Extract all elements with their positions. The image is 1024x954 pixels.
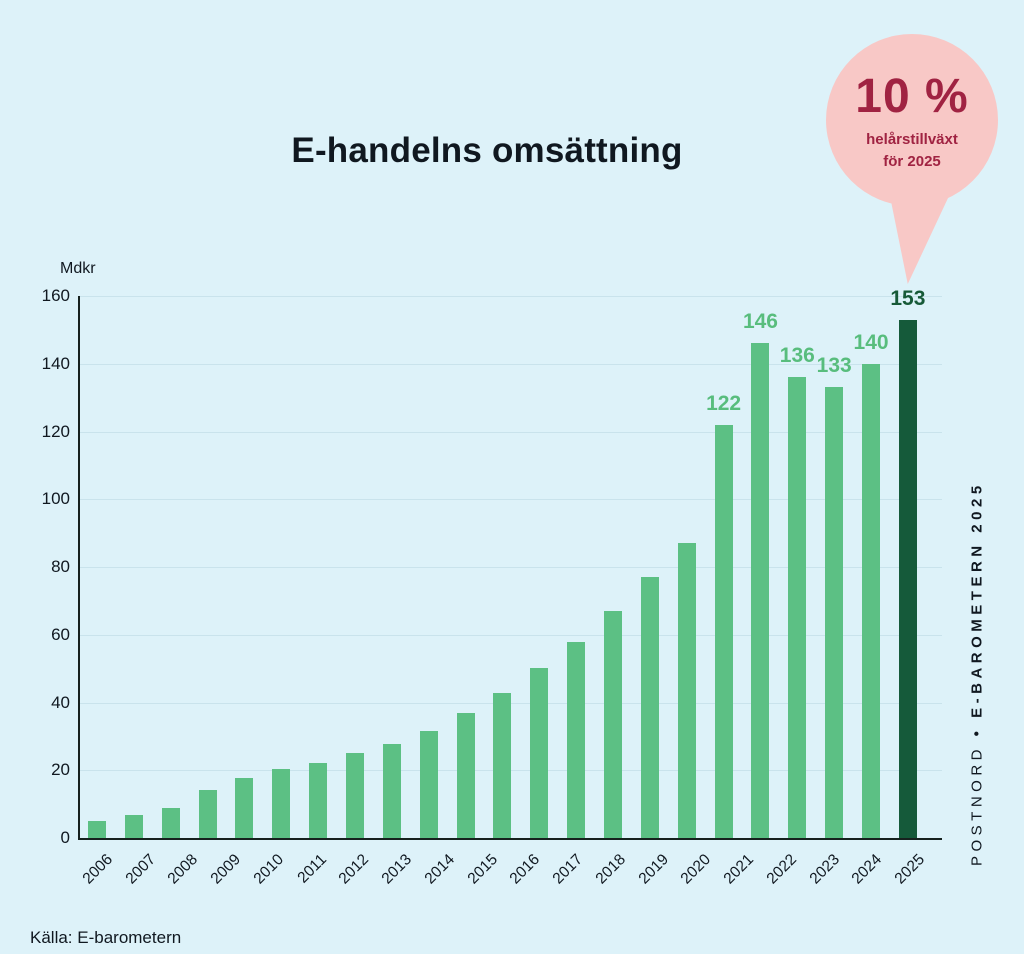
bar-2003 [88, 821, 106, 838]
bar-2017 [604, 611, 623, 838]
y-tick-label-40: 40 [51, 692, 70, 712]
gridline-160 [80, 296, 942, 297]
y-tick-label-140: 140 [41, 353, 70, 373]
bar-2016 [567, 641, 586, 838]
brand-report-name: E-BAROMETERN 2025 [968, 481, 986, 719]
x-tick-label-2024: 2024 [848, 851, 886, 888]
x-tick-label-2020: 2020 [677, 851, 715, 888]
bar-2012 [419, 730, 438, 838]
growth-percentage: 10 % [855, 70, 969, 124]
x-tick-label-2008: 2008 [165, 851, 202, 888]
y-tick-label-80: 80 [51, 557, 70, 576]
bar-2008 [272, 768, 291, 838]
bar-2007 [235, 778, 254, 838]
growth-caption: helårstillväxt för 2025 [866, 129, 958, 173]
x-tick-label-2016: 2016 [506, 851, 544, 888]
gridline-140 [80, 363, 942, 365]
bar-2025 [898, 319, 917, 838]
gridline-120 [80, 431, 942, 433]
x-tick-label-2007: 2007 [122, 851, 159, 888]
x-tick-label-2009: 2009 [207, 851, 245, 888]
growth-caption-line1: helårstillväxt [866, 131, 958, 149]
bar-2011 [382, 744, 401, 838]
growth-caption-line2: för 2025 [883, 153, 941, 170]
y-tick-label-20: 20 [51, 760, 70, 780]
source-note: Källa: E-barometern [30, 928, 182, 947]
bar-value-label-2025: 153 [890, 286, 926, 310]
bar-2006 [198, 789, 217, 838]
vertical-brand-text: POSTNORD • E-BAROMETERN 2025 [962, 428, 992, 920]
brand-separator-dot: • [968, 726, 986, 737]
y-tick-label-0: 0 [60, 828, 70, 847]
y-tick-label-60: 60 [51, 624, 70, 644]
bar-value-label-2020: 122 [706, 391, 742, 415]
y-tick-label-120: 120 [41, 421, 70, 441]
bar-2014 [493, 692, 512, 838]
bar-2013 [456, 712, 475, 838]
brand-postnord: POSTNORD [968, 745, 986, 867]
bar-2010 [346, 753, 365, 838]
x-tick-label-2017: 2017 [549, 851, 587, 888]
x-tick-label-2013: 2013 [378, 851, 416, 888]
x-tick-label-2015: 2015 [464, 851, 501, 888]
x-tick-label-2014: 2014 [421, 851, 458, 888]
bar-2009 [309, 763, 328, 838]
bar-2024 [862, 363, 881, 838]
bar-2004 [124, 814, 143, 838]
x-tick-label-2021: 2021 [720, 851, 758, 888]
y-axis-unit-label: Mdkr [60, 260, 96, 277]
bar-2022 [788, 377, 807, 838]
x-tick-label-2012: 2012 [336, 851, 373, 888]
x-tick-label-2018: 2018 [592, 851, 629, 888]
plot-area: 122 146 136 133 140 153 [78, 287, 942, 840]
x-tick-label-2025: 2025 [891, 851, 929, 888]
x-tick-label-2006: 2006 [79, 851, 117, 888]
x-tick-label-2010: 2010 [250, 851, 287, 888]
x-tick-label-2019: 2019 [635, 851, 672, 888]
y-tick-label-160: 160 [41, 286, 70, 305]
x-tick-label-2011: 2011 [294, 851, 330, 887]
x-tick-label-2022: 2022 [763, 851, 800, 888]
page-title: E-handelns omsättning [291, 131, 683, 170]
bar-2005 [161, 807, 180, 838]
growth-callout-bubble: 10 % helårstillväxt för 2025 [826, 34, 998, 206]
bar-2023 [825, 387, 844, 838]
gridline-80 [80, 567, 942, 568]
x-tick-label-2023: 2023 [806, 851, 843, 888]
bar-value-label-2024: 140 [853, 330, 889, 354]
bar-2021 [751, 343, 770, 838]
bar-value-label-2022: 136 [779, 344, 815, 368]
bar-2018 [640, 577, 659, 838]
bar-2019 [677, 543, 696, 838]
gridline-60 [80, 634, 942, 636]
y-tick-label-100: 100 [41, 489, 70, 509]
bar-2015 [530, 668, 549, 838]
bar-value-label-2021: 146 [742, 310, 778, 334]
bar-value-label-2023: 133 [816, 354, 852, 378]
gridline-100 [80, 499, 942, 501]
bar-2020 [714, 424, 733, 838]
